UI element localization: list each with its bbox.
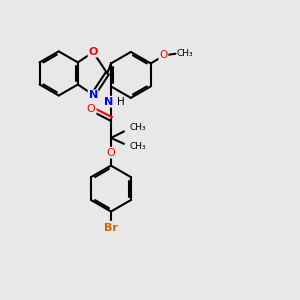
Text: CH₃: CH₃ <box>130 142 146 151</box>
Text: CH₃: CH₃ <box>130 123 146 132</box>
Text: N: N <box>104 97 113 107</box>
Text: O: O <box>159 50 167 61</box>
Text: CH₃: CH₃ <box>177 49 193 58</box>
Text: O: O <box>88 46 98 56</box>
Text: N: N <box>88 90 98 100</box>
Text: O: O <box>106 148 115 158</box>
Text: O: O <box>87 104 96 114</box>
Text: Br: Br <box>104 223 118 233</box>
Text: H: H <box>117 97 125 107</box>
